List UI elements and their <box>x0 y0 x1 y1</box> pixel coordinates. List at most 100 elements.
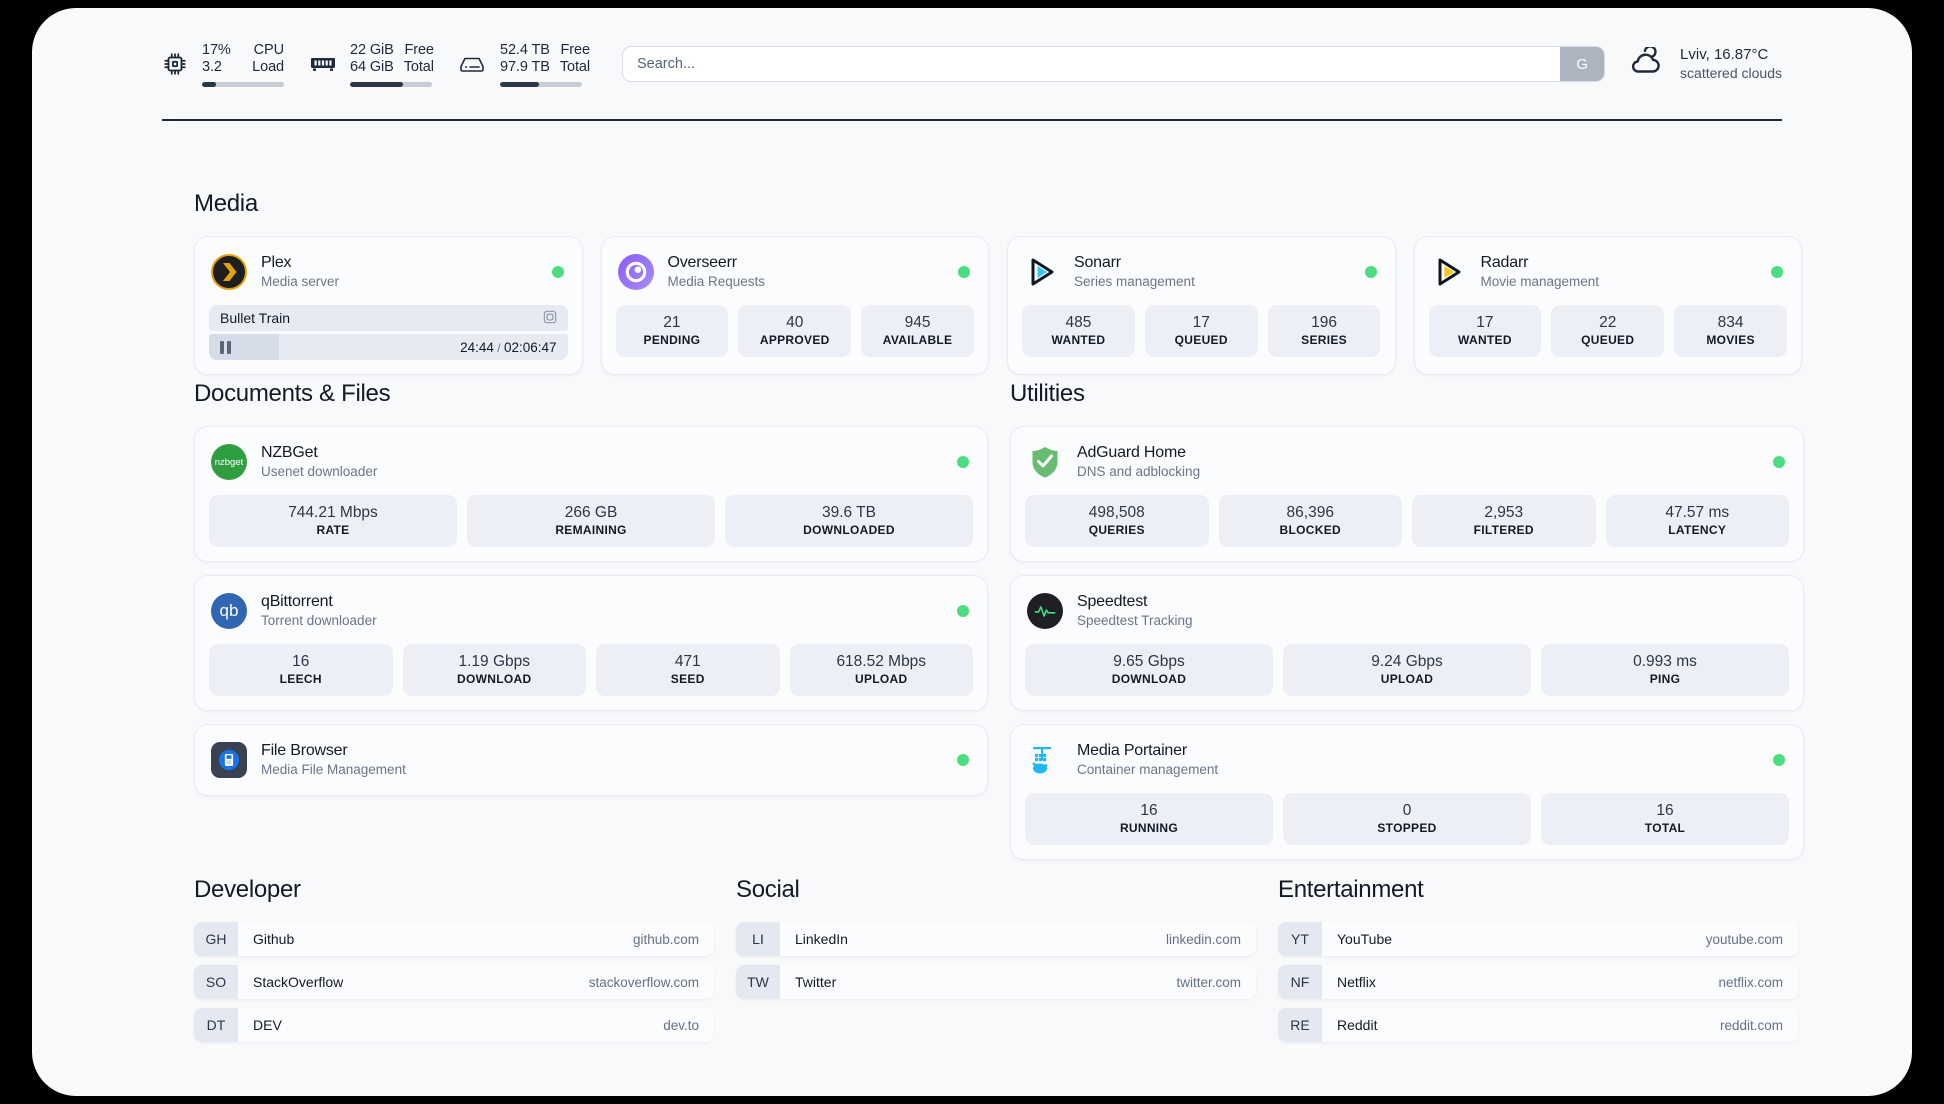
stat-label: STOPPED <box>1377 821 1437 835</box>
search-box[interactable]: G <box>622 46 1606 82</box>
search-engine-button[interactable]: G <box>1560 47 1605 81</box>
memory-free-value: 22 GiB <box>350 41 394 58</box>
stat-value: 1.19 Gbps <box>458 653 531 670</box>
stat-tile: 0.993 ms PING <box>1541 644 1789 696</box>
bookmark-abbr: NF <box>1278 965 1322 999</box>
card-title: AdGuard Home <box>1077 444 1186 461</box>
card-stats: 16 LEECH 1.19 Gbps DOWNLOAD 471 SEED 6 <box>209 644 973 696</box>
stat-label: WANTED <box>1051 333 1106 347</box>
duration-time: 02:06:47 <box>503 339 557 355</box>
stat-value: 0 <box>1402 802 1412 819</box>
disk-label-bottom: Total <box>559 58 590 75</box>
bookmark-domain: github.com <box>632 931 699 947</box>
stat-tile: 16 TOTAL <box>1541 793 1789 845</box>
bookmark-domain: netflix.com <box>1718 974 1783 990</box>
documents-card-stack: nzbget NZBGet Usenet downloader 744.21 M… <box>194 426 988 796</box>
bookmark-domain: youtube.com <box>1705 931 1783 947</box>
card-title: Sonarr <box>1074 254 1121 271</box>
status-badge <box>957 456 969 468</box>
bookmark-abbr: RE <box>1278 1008 1322 1042</box>
stat-value: 17 <box>1192 314 1210 331</box>
disk-meter: 52.4 TB 97.9 TB Free Total <box>500 41 590 87</box>
stat-tile: 266 GB REMAINING <box>467 495 715 547</box>
elapsed-time: 24:44 <box>460 339 494 355</box>
card-header: qb qBittorrent Torrent downloader <box>209 590 973 632</box>
cpu-label-bottom: Load <box>252 58 284 75</box>
search-input[interactable] <box>623 47 1561 81</box>
stat-value: 9.65 Gbps <box>1113 653 1185 670</box>
service-card-speedtest[interactable]: Speedtest Speedtest Tracking 9.65 Gbps D… <box>1010 575 1804 711</box>
stat-value: 16 <box>292 653 310 670</box>
stat-tile: 9.24 Gbps UPLOAD <box>1283 644 1531 696</box>
bookmark-link-linkedin[interactable]: LI LinkedIn linkedin.com <box>736 922 1256 956</box>
bookmark-group-title: Developer <box>194 876 301 903</box>
sonarr-logo <box>1024 254 1060 290</box>
card-subtitle: Media File Management <box>261 762 406 777</box>
stat-tile: 17 QUEUED <box>1144 305 1258 357</box>
memory-label-top: Free <box>404 41 434 58</box>
bookmark-link-twitter[interactable]: TW Twitter twitter.com <box>736 965 1256 999</box>
weather-widget[interactable]: Lviv, 16.87°C scattered clouds <box>1627 44 1782 83</box>
bookmark-domain: twitter.com <box>1176 974 1241 990</box>
card-header: Media Portainer Container management <box>1025 739 1789 781</box>
pause-icon[interactable] <box>220 340 231 354</box>
service-card-qbittorrent[interactable]: qb qBittorrent Torrent downloader 16 LEE… <box>194 575 988 711</box>
status-badge <box>958 266 970 278</box>
bookmark-domain: reddit.com <box>1719 1017 1783 1033</box>
stat-value: 17 <box>1476 314 1494 331</box>
card-subtitle: Torrent downloader <box>261 613 377 628</box>
card-stats: 498,508 QUERIES 86,396 BLOCKED 2,953 FIL… <box>1025 495 1789 547</box>
service-card-sonarr[interactable]: Sonarr Series management 485 WANTED 17 Q… <box>1007 236 1396 375</box>
bookmark-abbr: YT <box>1278 922 1322 956</box>
weather-location-temp: Lviv, 16.87°C <box>1680 46 1769 63</box>
media-card-grid: Plex Media server Bullet Train <box>194 236 1802 375</box>
speedtest-logo <box>1027 593 1063 629</box>
bookmark-link-reddit[interactable]: RE Reddit reddit.com <box>1278 1008 1798 1042</box>
bookmark-abbr: GH <box>194 922 238 956</box>
stat-value: 945 <box>904 314 931 331</box>
service-card-plex[interactable]: Plex Media server Bullet Train <box>194 236 583 375</box>
service-card-radarr[interactable]: Radarr Movie management 17 WANTED 22 QUE… <box>1413 236 1802 375</box>
card-title: qBittorrent <box>261 593 333 610</box>
service-card-file-browser[interactable]: File Browser Media File Management <box>194 724 988 796</box>
media-section-title: Media <box>194 190 258 217</box>
stat-label: RUNNING <box>1119 821 1179 835</box>
card-subtitle: Container management <box>1077 762 1219 777</box>
bookmark-link-dev[interactable]: DT DEV dev.to <box>194 1008 714 1042</box>
service-card-nzbget[interactable]: nzbget NZBGet Usenet downloader 744.21 M… <box>194 426 988 562</box>
system-stat-disk: 52.4 TB 97.9 TB Free Total <box>458 41 590 87</box>
stat-label: LEECH <box>279 672 322 686</box>
disk-free-value: 52.4 TB <box>500 41 550 58</box>
memory-progress-fill <box>350 81 404 87</box>
stat-value: 86,396 <box>1286 504 1334 521</box>
card-title: Media Portainer <box>1077 742 1187 759</box>
stat-label: WANTED <box>1458 333 1512 347</box>
card-header: Plex Media server <box>209 251 568 293</box>
bookmarks-section: Developer GH Github github.com SO StackO… <box>194 876 1804 1051</box>
card-subtitle: Media Requests <box>667 274 766 289</box>
bookmark-abbr: DT <box>194 1008 238 1042</box>
stat-value: 47.57 ms <box>1665 504 1730 521</box>
bookmark-name: Twitter <box>795 974 837 990</box>
cast-icon[interactable] <box>543 310 557 327</box>
bookmark-link-netflix[interactable]: NF Netflix netflix.com <box>1278 965 1798 999</box>
stat-value: 39.6 TB <box>821 504 876 521</box>
service-card-media-portainer[interactable]: Media Portainer Container management 16 … <box>1010 724 1804 860</box>
nzbget-logo: nzbget <box>211 444 247 480</box>
weather-condition: scattered clouds <box>1680 65 1782 81</box>
cpu-usage-value: 17% <box>202 41 231 58</box>
service-card-overseerr[interactable]: Overseerr Media Requests 21 PENDING 40 A… <box>600 236 989 375</box>
stat-tile: 471 SEED <box>596 644 780 696</box>
card-subtitle: Usenet downloader <box>261 464 378 479</box>
now-playing-progress[interactable]: 24:44 / 02:06:47 <box>209 334 568 360</box>
stat-tile: 945 AVAILABLE <box>861 305 974 357</box>
bookmark-group-title: Social <box>736 876 800 903</box>
now-playing: Bullet Train 24:44 / 02:06:47 <box>209 305 568 360</box>
stat-label: BLOCKED <box>1279 523 1341 537</box>
service-card-adguard-home[interactable]: AdGuard Home DNS and adblocking 498,508 … <box>1010 426 1804 562</box>
bookmark-link-github[interactable]: GH Github github.com <box>194 922 714 956</box>
bookmark-link-stackoverflow[interactable]: SO StackOverflow stackoverflow.com <box>194 965 714 999</box>
bookmark-link-youtube[interactable]: YT YouTube youtube.com <box>1278 922 1798 956</box>
stat-value: 16 <box>1140 802 1158 819</box>
stat-tile: 47.57 ms LATENCY <box>1605 495 1789 547</box>
